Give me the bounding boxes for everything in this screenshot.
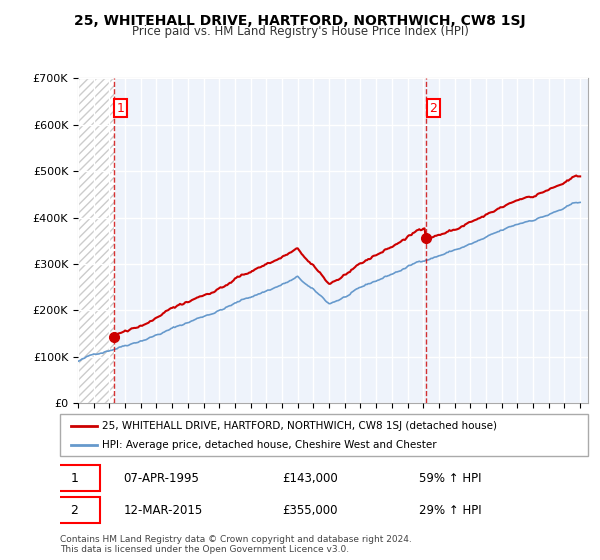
Text: HPI: Average price, detached house, Cheshire West and Chester: HPI: Average price, detached house, Ches… <box>102 440 437 450</box>
Text: Price paid vs. HM Land Registry's House Price Index (HPI): Price paid vs. HM Land Registry's House … <box>131 25 469 38</box>
FancyBboxPatch shape <box>49 497 100 523</box>
Text: 2: 2 <box>430 101 437 115</box>
Bar <box>78 78 113 403</box>
Text: 25, WHITEHALL DRIVE, HARTFORD, NORTHWICH, CW8 1SJ: 25, WHITEHALL DRIVE, HARTFORD, NORTHWICH… <box>74 14 526 28</box>
Bar <box>78 78 113 403</box>
Text: 12-MAR-2015: 12-MAR-2015 <box>124 504 203 517</box>
Text: 59% ↑ HPI: 59% ↑ HPI <box>419 472 482 484</box>
Text: 25, WHITEHALL DRIVE, HARTFORD, NORTHWICH, CW8 1SJ (detached house): 25, WHITEHALL DRIVE, HARTFORD, NORTHWICH… <box>102 421 497 431</box>
Text: 07-APR-1995: 07-APR-1995 <box>124 472 199 484</box>
Text: £143,000: £143,000 <box>282 472 338 484</box>
Text: £355,000: £355,000 <box>282 504 337 517</box>
FancyBboxPatch shape <box>60 414 588 456</box>
FancyBboxPatch shape <box>49 465 100 491</box>
Text: 1: 1 <box>70 472 78 484</box>
Text: 2: 2 <box>70 504 78 517</box>
Text: 29% ↑ HPI: 29% ↑ HPI <box>419 504 482 517</box>
Text: Contains HM Land Registry data © Crown copyright and database right 2024.
This d: Contains HM Land Registry data © Crown c… <box>60 535 412 554</box>
Text: 1: 1 <box>117 101 125 115</box>
